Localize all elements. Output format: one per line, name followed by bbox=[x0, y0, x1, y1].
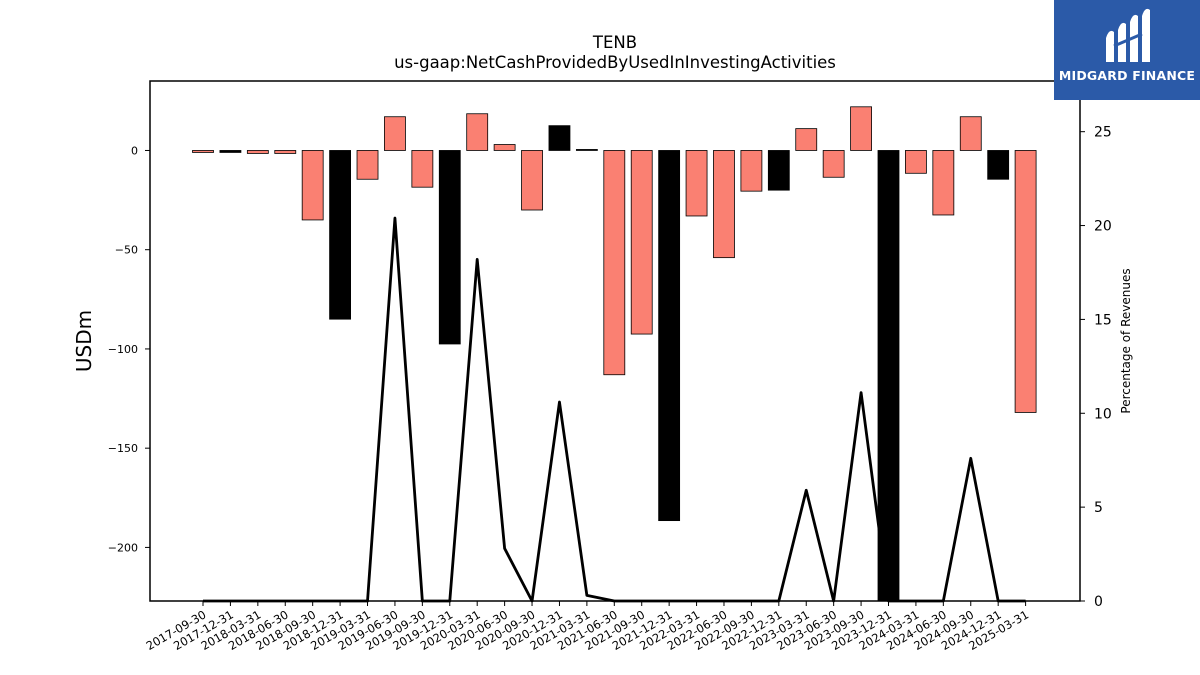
bar-2022-12-31 bbox=[767, 150, 790, 191]
bar-2024-03-31 bbox=[905, 150, 927, 174]
bar-2022-06-30 bbox=[713, 150, 735, 259]
bar-2024-12-31 bbox=[987, 150, 1010, 180]
y2-tick-label: 25 bbox=[1094, 125, 1112, 141]
y2-tick-label: 0 bbox=[1094, 594, 1103, 610]
bar-2019-09-30 bbox=[411, 150, 434, 188]
bar-2022-09-30 bbox=[740, 150, 763, 192]
x-axis: 2017-09-302017-12-312018-03-312018-06-30… bbox=[144, 601, 1031, 653]
bar-2021-12-31 bbox=[658, 150, 681, 522]
bar-2017-12-31 bbox=[219, 150, 242, 153]
y-tick-label: −200 bbox=[108, 541, 138, 554]
bar-2021-03-31 bbox=[575, 149, 598, 151]
y-axis: 0 −50 −100 −150 −200 bbox=[108, 144, 150, 554]
chart-title: TENB bbox=[592, 33, 637, 52]
bar-2024-09-30 bbox=[959, 116, 982, 151]
y-tick-label: 0 bbox=[131, 144, 138, 157]
bar-2019-06-30 bbox=[384, 116, 406, 151]
bar-2024-06-30 bbox=[932, 150, 955, 216]
bar-2023-09-30 bbox=[850, 106, 872, 151]
y2-axis-label: Percentage of Revenues bbox=[1119, 268, 1133, 413]
bar-2023-03-31 bbox=[795, 128, 818, 151]
bars-layer bbox=[192, 106, 1037, 602]
bar-2023-12-31 bbox=[877, 150, 900, 602]
y-tick-label: −100 bbox=[108, 343, 138, 356]
chart-subtitle: us-gaap:NetCashProvidedByUsedInInvesting… bbox=[394, 53, 836, 72]
logo-text: MIDGARD FINANCE bbox=[1058, 68, 1196, 83]
bar-2025-03-31 bbox=[1014, 150, 1037, 413]
brand-logo: MIDGARD FINANCE bbox=[1054, 0, 1200, 100]
bar-2017-09-30 bbox=[192, 150, 214, 153]
bar-2020-03-31 bbox=[466, 113, 489, 151]
y2-tick-label: 15 bbox=[1094, 312, 1112, 328]
bar-2018-12-31 bbox=[329, 150, 352, 320]
bar-2019-03-31 bbox=[356, 150, 379, 180]
y2-tick-label: 10 bbox=[1094, 406, 1112, 422]
y2-tick-label: 20 bbox=[1094, 219, 1112, 235]
bar-2020-12-31 bbox=[548, 125, 571, 151]
bar-2018-03-31 bbox=[246, 150, 269, 154]
logo-mark-icon bbox=[1106, 8, 1150, 62]
y-tick-label: −150 bbox=[108, 442, 138, 455]
y-axis-label: USDm bbox=[72, 310, 96, 372]
bar-2018-06-30 bbox=[274, 150, 297, 154]
bar-2018-09-30 bbox=[301, 150, 324, 221]
bar-2021-06-30 bbox=[603, 150, 626, 376]
bar-2020-09-30 bbox=[521, 150, 543, 211]
y2-axis: 0 5 10 15 20 25 bbox=[1080, 125, 1112, 610]
y-tick-label: −50 bbox=[115, 244, 138, 257]
bar-2020-06-30 bbox=[493, 144, 516, 151]
bar-2021-09-30 bbox=[630, 150, 653, 335]
bar-2019-12-31 bbox=[438, 150, 461, 345]
y2-tick-label: 5 bbox=[1094, 500, 1103, 516]
bar-2023-06-30 bbox=[822, 150, 845, 178]
plot-frame bbox=[149, 80, 1081, 602]
bar-2022-03-31 bbox=[685, 150, 708, 217]
